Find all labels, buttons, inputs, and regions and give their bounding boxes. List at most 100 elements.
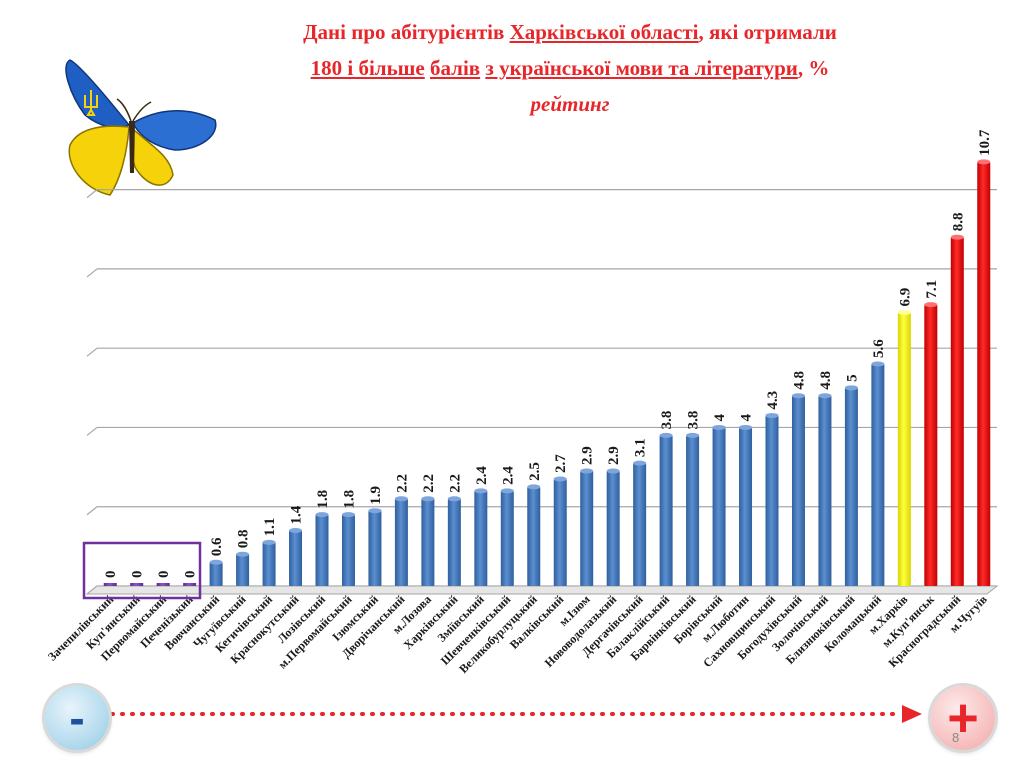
chart-floor <box>85 585 999 595</box>
bar <box>421 498 435 586</box>
bars <box>103 159 991 586</box>
bar-cap <box>553 476 567 482</box>
bar <box>686 435 700 586</box>
bar-cap <box>500 488 514 494</box>
bar <box>977 161 991 586</box>
bar <box>236 554 250 586</box>
bar <box>447 498 461 586</box>
bar <box>712 427 726 586</box>
value-label: 2.4 <box>474 466 490 485</box>
bar <box>156 583 170 586</box>
value-label: 4.8 <box>818 371 834 390</box>
bar <box>474 490 488 586</box>
bar <box>262 542 276 586</box>
bar <box>289 530 303 586</box>
value-label: 2.2 <box>394 474 410 493</box>
value-label: 3.8 <box>659 411 675 430</box>
plus-circle: + <box>931 686 995 750</box>
value-label: 0.8 <box>236 530 252 549</box>
value-label: 2.9 <box>606 446 622 465</box>
value-label: 0 <box>130 571 146 579</box>
value-label: 4 <box>712 413 728 421</box>
butterfly-icon <box>65 59 217 196</box>
gridline-depth <box>86 426 98 436</box>
gridline-depth <box>86 189 98 199</box>
value-label: 2.7 <box>553 454 569 473</box>
value-label: 3.8 <box>686 411 702 430</box>
bar-cap <box>924 302 938 308</box>
minus-circle: - <box>45 686 109 750</box>
bar-cap <box>580 468 594 474</box>
value-label: 0 <box>183 571 199 579</box>
bar-cap <box>262 539 276 545</box>
bar-cap <box>606 468 620 474</box>
bar-cap <box>791 393 805 399</box>
bar-cap <box>474 488 488 494</box>
title-line2-d: , % <box>797 56 830 80</box>
bar-cap <box>686 432 700 438</box>
value-label: 4.8 <box>791 371 807 390</box>
value-label: 6.9 <box>897 288 913 307</box>
bar <box>765 415 779 586</box>
plus-sign: + <box>947 688 979 748</box>
title-line2-c: з української мови та літератури <box>485 56 798 80</box>
bar-cap <box>659 432 673 438</box>
low-value-highlight-box <box>82 541 202 600</box>
title-line3: рейтинг <box>530 92 610 116</box>
direction-arrow <box>110 705 922 723</box>
bar-cap <box>871 361 885 367</box>
bar <box>527 486 541 586</box>
value-label: 0 <box>156 571 172 579</box>
gridline-depth <box>86 347 98 357</box>
bar-cap <box>977 159 991 165</box>
bar <box>818 395 832 586</box>
bar-cap <box>527 484 541 490</box>
bar <box>580 471 594 586</box>
bar-cap <box>315 512 329 518</box>
value-label: 7.1 <box>924 280 940 299</box>
value-label: 1.9 <box>368 486 384 505</box>
chart-title: Дані про абітурієнтів Харківської област… <box>140 14 1000 122</box>
value-label: 1.1 <box>262 518 278 537</box>
bar-cap <box>421 496 435 502</box>
value-label: 2.4 <box>500 466 516 485</box>
bar <box>394 498 408 586</box>
bar-cap <box>209 559 223 565</box>
value-label: 1.4 <box>289 505 305 524</box>
bar-cap <box>368 508 382 514</box>
bar <box>209 562 223 586</box>
value-label: 0 <box>103 571 119 579</box>
title-line2-a: 180 і більше <box>310 56 425 80</box>
value-label: 0.6 <box>209 537 225 556</box>
bar-cap <box>897 310 911 316</box>
bar <box>659 435 673 586</box>
title-line2-b: балів <box>429 56 481 80</box>
value-label: 3.1 <box>633 438 649 457</box>
arrow-head <box>902 705 922 723</box>
gridline-depth <box>86 506 98 516</box>
bar <box>606 471 620 586</box>
bar-cap <box>818 393 832 399</box>
bar <box>103 583 117 586</box>
value-label: 2.9 <box>580 446 596 465</box>
bar <box>633 463 647 586</box>
bar <box>315 514 329 586</box>
bar <box>791 395 805 586</box>
value-label: 5.6 <box>871 339 887 358</box>
value-label: 10.7 <box>977 129 993 156</box>
value-label: 1.8 <box>341 490 357 509</box>
bar-cap <box>289 528 303 534</box>
bar <box>739 427 753 586</box>
page-number: 8 <box>952 730 960 745</box>
category-labels: ЗачепилівськийКуп'янськийПервомайськийПе… <box>45 592 990 676</box>
gridlines <box>85 189 999 595</box>
value-label: 2.2 <box>447 474 463 493</box>
bar <box>924 304 938 586</box>
bar <box>368 510 382 586</box>
bar-cap <box>341 512 355 518</box>
bar-cap <box>394 496 408 502</box>
bar-cap <box>236 551 250 557</box>
value-label: 4.3 <box>765 391 781 410</box>
bar <box>500 490 514 586</box>
